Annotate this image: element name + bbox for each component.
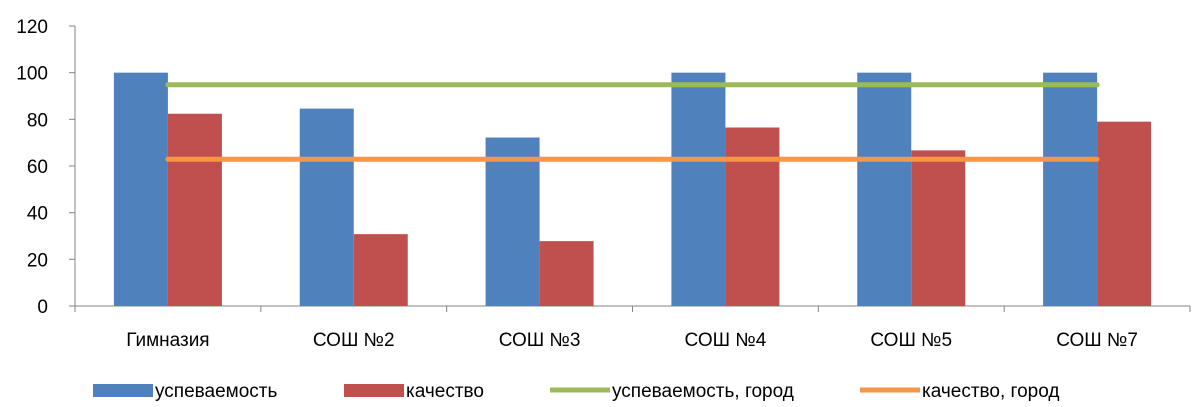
y-tick-label: 100 [16,64,48,85]
x-tick-label: СОШ №4 [685,330,767,351]
y-tick-label: 20 [27,250,48,271]
x-tick-label: СОШ №3 [499,330,581,351]
x-tick-label: СОШ №5 [870,330,952,351]
legend-swatch [93,384,153,397]
x-tick-label: СОШ №7 [1056,330,1138,351]
bar-успеваемость-1 [299,108,354,306]
bar-качество-5 [1097,121,1152,307]
y-tick-label: 120 [16,17,48,38]
y-tick-label: 60 [27,157,48,178]
x-tick-label: Гимназия [126,330,209,351]
legend-label: успеваемость [155,381,277,402]
bar-успеваемость-5 [1043,72,1098,307]
legend-label: успеваемость, город [612,381,794,402]
legend-label: качество, город [922,381,1059,402]
bar-успеваемость-4 [857,72,912,307]
bar-качество-3 [725,127,780,306]
bar-качество-2 [539,241,594,306]
x-axis: Гимназия СОШ №2 СОШ №3 СОШ №4 СОШ №5 СОШ №7 [74,305,1191,351]
bar-качество-1 [353,234,408,306]
bar-успеваемость-2 [485,137,540,306]
reference-lines [165,82,1100,162]
legend-label: качество [406,381,484,402]
bar-успеваемость-3 [671,72,726,307]
bar-качество-4 [911,150,966,306]
y-tick-label: 80 [27,110,48,131]
x-tick-label: СОШ №2 [313,330,395,351]
bar-качество-0 [167,113,222,306]
bars [113,72,1152,307]
y-tick-label: 40 [27,204,48,225]
legend-swatch [344,384,404,397]
bar-успеваемость-0 [113,72,168,307]
legend: успеваемость качество успеваемость, город к… [93,381,1059,402]
y-tick-label: 0 [37,297,48,318]
y-axis: 0 20 40 60 80 100 120 [16,17,76,318]
